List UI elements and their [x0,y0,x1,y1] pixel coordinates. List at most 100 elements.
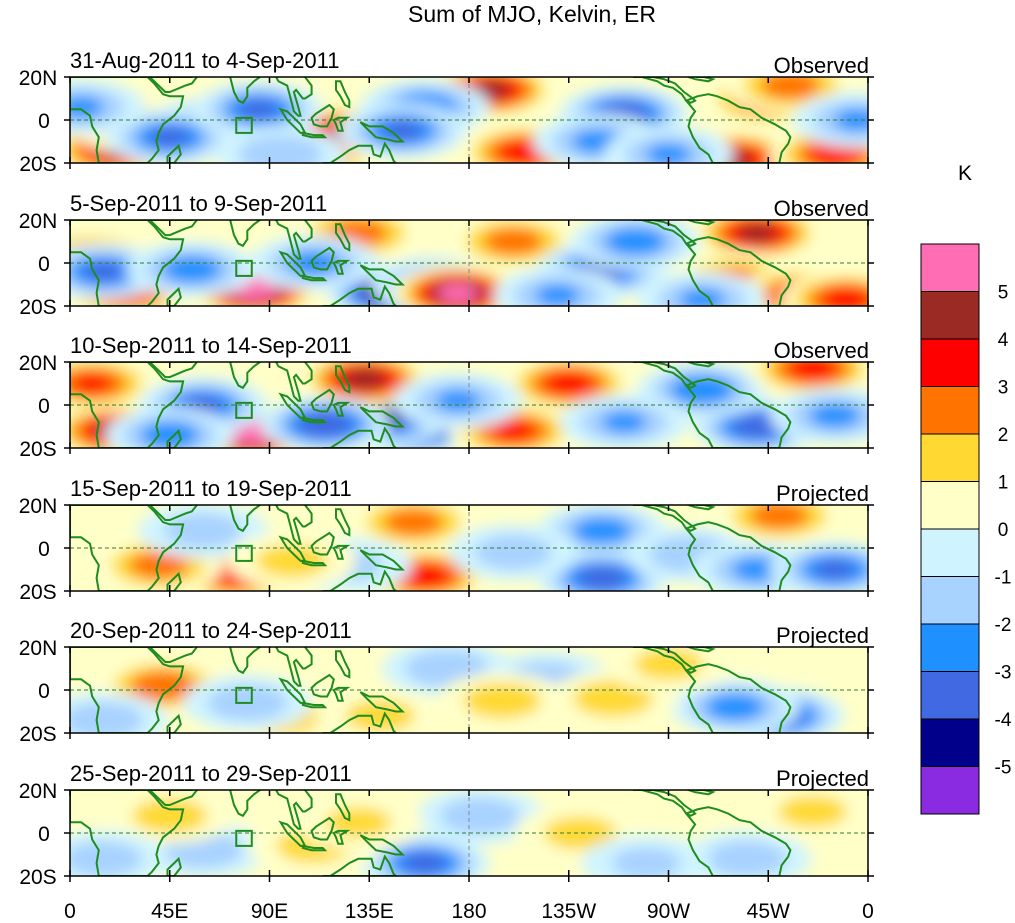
anomaly-blob [448,524,579,581]
contour-band [398,563,451,589]
colorbar-swatch [920,718,980,767]
anomaly-blob [769,541,868,591]
anomaly-blob [780,271,868,306]
contour-band [70,702,144,733]
coastlines [70,505,792,591]
contour-band [611,847,681,876]
coastline [685,220,716,226]
colorbar-level-label: -3 [995,663,1012,684]
coastline [332,686,351,702]
coastline [301,131,328,139]
anomaly-blob [392,265,523,306]
coastline [70,362,185,448]
anomaly-blob [681,830,812,876]
coastline [685,77,716,83]
contour-band [73,373,112,394]
panel-status-label: Projected [776,481,869,506]
contour-band [679,288,725,306]
anomaly-blob [769,387,868,444]
region-box [235,686,253,704]
panel-period-label: 15-Sep-2011 to 19-Sep-2011 [70,476,352,501]
contour-band [738,223,777,243]
axis-ticks [64,361,874,454]
y-tick-label: 0 [38,680,50,703]
anomaly-blob [70,362,158,412]
panel-status-label: Projected [776,766,869,791]
contour-band [491,420,535,442]
panel-status-label: Observed [774,338,869,363]
coastline [229,647,262,675]
axis-ticks [64,646,874,739]
contour-band [150,127,189,147]
coastline [359,549,405,571]
contour-band [483,227,543,256]
contour-band [132,798,208,833]
coastline [359,691,405,713]
colorbar-swatch [920,243,980,292]
axis-ticks [64,504,874,597]
coastline [70,647,185,733]
coastline [685,362,716,368]
coastline [322,284,398,306]
anomaly-field [70,362,868,448]
coastline [148,362,199,379]
panel-status-label: Observed [774,196,869,221]
x-axis-labels: 0 45E 90E 135E 180 135W 90W 45W 0 [64,900,874,923]
y-tick-label: 20N [19,210,58,233]
coastline [332,544,351,560]
anomaly-blob [581,835,712,876]
contour-band [297,411,353,438]
coastline [685,790,716,796]
colorbar-swatch [920,386,980,435]
contour-band [238,135,323,163]
contour-band [706,840,787,876]
coastline [229,505,262,533]
anomaly-blob [126,241,257,298]
coastline [166,713,182,733]
coastline [335,793,351,822]
coastline [229,790,262,818]
anomaly-blob [293,794,424,851]
coastline [322,569,398,591]
coastline [359,406,405,428]
anomaly-field [70,505,868,591]
anomaly-blob [226,532,357,589]
coastline [335,80,351,109]
coastline [166,143,182,163]
contour-band [383,121,422,141]
y-tick-label: 0 [38,538,50,561]
coastline [322,711,398,733]
x-tick-label: 135W [541,900,596,923]
y-tick-label: 20N [19,67,58,90]
coastline [684,236,792,306]
anomaly-blob [603,126,734,163]
coastline [148,790,199,806]
colorbar-level-label: 0 [998,520,1009,541]
y-tick-label: 20N [19,780,58,803]
contour-band [543,371,594,396]
contour-band [463,683,542,719]
coastline [70,220,185,306]
coastline [301,274,328,282]
anomaly-field [70,77,868,163]
anomaly-blob [559,394,690,448]
coastline [275,647,313,687]
colorbar-swatch [920,338,980,387]
x-tick-label: 45E [151,900,188,923]
contour-band [732,414,782,439]
colorbar-swatch [920,671,980,720]
coastline [166,428,182,448]
contour-band [821,287,868,306]
contour-band [239,99,278,119]
contour-band [778,795,848,828]
coastline [322,141,398,163]
anomaly-blob [248,235,379,291]
coastline [166,856,182,876]
anomaly-blob [747,362,868,397]
contour-band [669,374,735,406]
coastline [310,531,335,556]
coastline [275,220,313,260]
axis-ticks [64,219,874,312]
coastline [275,77,313,117]
